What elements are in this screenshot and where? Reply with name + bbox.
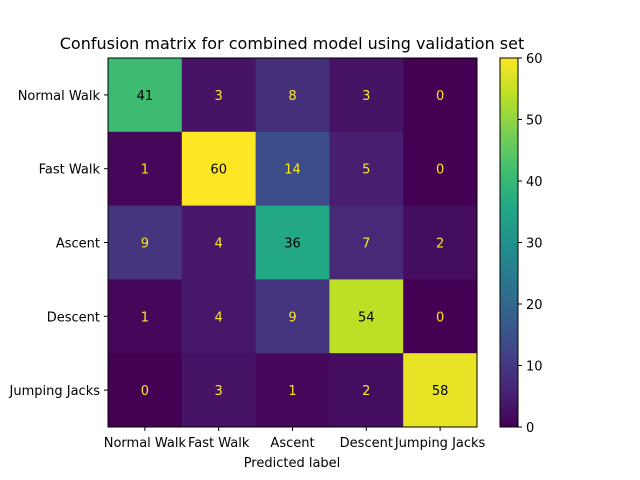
cell-value-label: 3 — [362, 89, 370, 104]
cell-value-label: 4 — [215, 237, 223, 252]
heatmap-cell — [108, 205, 183, 280]
cell-value-label: 60 — [210, 163, 227, 178]
heatmap-cell — [403, 279, 478, 354]
heatmap-cell — [403, 205, 478, 280]
y-tick-label: Ascent — [56, 237, 100, 252]
colorbar-tick-label: 0 — [526, 421, 534, 436]
cell-value-label: 36 — [284, 237, 301, 252]
colorbar-tick-label: 10 — [526, 360, 543, 375]
heatmap-cell — [403, 353, 478, 428]
heatmap-cell — [181, 279, 257, 354]
heatmap-cell — [108, 58, 183, 133]
heatmap-cell — [329, 279, 404, 354]
x-tick-label: Descent — [340, 436, 393, 451]
heatmap-cell — [181, 131, 257, 207]
cell-value-label: 3 — [215, 89, 223, 104]
cell-value-label: 8 — [288, 89, 296, 104]
heatmap-cell — [403, 58, 478, 133]
heatmap-cell — [108, 279, 183, 354]
cell-value-label: 0 — [141, 384, 149, 399]
heatmap-cell — [255, 279, 330, 354]
cell-value-label: 54 — [358, 310, 375, 325]
colorbar — [499, 57, 519, 428]
y-tick-label: Normal Walk — [18, 89, 101, 104]
colorbar-tick-label: 30 — [526, 237, 543, 252]
cell-value-label: 2 — [436, 237, 444, 252]
heatmap-cell — [403, 131, 478, 207]
x-tick-label: Normal Walk — [104, 436, 187, 451]
cell-value-label: 58 — [432, 384, 449, 399]
heatmap-cell — [329, 205, 404, 280]
cell-value-label: 3 — [215, 384, 223, 399]
cell-value-label: 9 — [141, 237, 149, 252]
heatmap-cell — [329, 131, 404, 207]
cell-value-label: 2 — [362, 384, 370, 399]
heatmap-cells: 41 3 8 3 01 60 14 5 09 4 36 7 21 4 9 54 00 3 1 2 58 — [108, 58, 478, 428]
colorbar-tick-label: 40 — [526, 175, 543, 190]
heatmap-cell — [108, 353, 183, 428]
heatmap-cell — [255, 58, 330, 133]
x-tick-label: Ascent — [270, 436, 314, 451]
heatmap-cell — [255, 353, 330, 428]
cell-value-label: 0 — [436, 89, 444, 104]
chart-title: Confusion matrix for combined model usin… — [60, 34, 525, 53]
colorbar-tick-label: 50 — [526, 114, 543, 129]
colorbar-ticks: 0 10 20 30 40 50 60 — [518, 52, 543, 436]
heatmap-cell — [181, 58, 257, 133]
cell-value-label: 7 — [362, 237, 370, 252]
heatmap-cell — [329, 58, 404, 133]
colorbar-tick-label: 60 — [526, 52, 543, 67]
heatmap-cell — [255, 131, 330, 207]
cell-value-label: 1 — [288, 384, 296, 399]
cell-value-label: 41 — [137, 89, 154, 104]
y-tick-label: Jumping Jacks — [9, 384, 101, 399]
cell-value-label: 1 — [141, 310, 149, 325]
cell-value-label: 0 — [436, 163, 444, 178]
y-tick-label: Fast Walk — [39, 163, 101, 178]
cell-value-label: 0 — [436, 310, 444, 325]
x-tick-label: Jumping Jacks — [394, 436, 486, 451]
y-axis-ticks: Normal Walk Fast Walk Ascent Descent Jumping… — [9, 89, 108, 399]
x-axis-ticks: Normal Walk Fast Walk Ascent Descent Jumping… — [104, 427, 486, 451]
heatmap-cell — [329, 353, 404, 428]
heatmap-cell — [108, 131, 183, 207]
cell-value-label: 5 — [362, 163, 370, 178]
colorbar-tick-label: 20 — [526, 298, 543, 313]
cell-value-label: 1 — [141, 163, 149, 178]
heatmap-cell — [181, 205, 257, 280]
y-tick-label: Descent — [47, 310, 100, 325]
cell-value-label: 14 — [284, 163, 301, 178]
heatmap-cell — [181, 353, 257, 428]
cell-value-label: 9 — [288, 310, 296, 325]
x-tick-label: Fast Walk — [188, 436, 250, 451]
heatmap-cell — [255, 205, 330, 280]
x-axis-label: Predicted label — [244, 456, 341, 471]
cell-value-label: 4 — [215, 310, 223, 325]
